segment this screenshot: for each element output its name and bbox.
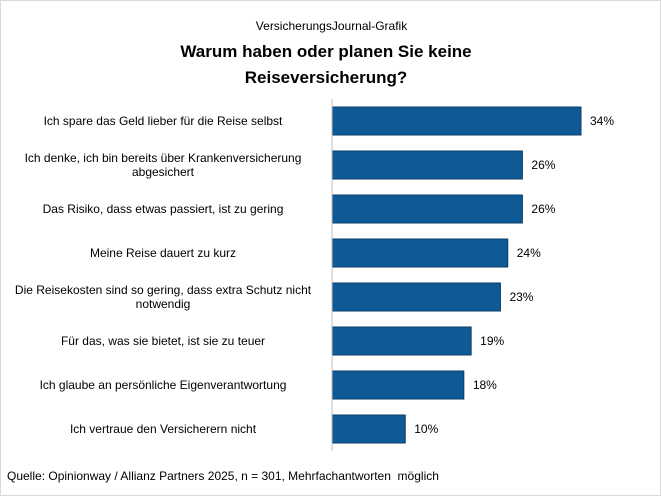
bar-7 <box>331 370 465 400</box>
value-label-5: 23% <box>509 290 533 304</box>
value-label-3: 26% <box>531 202 555 216</box>
bar-6 <box>331 326 472 356</box>
category-label-3: Das Risiko, dass etwas passiert, ist zu … <box>42 202 284 216</box>
bar-2 <box>331 150 523 180</box>
bar-3 <box>331 194 523 224</box>
value-label-8: 10% <box>414 422 438 436</box>
category-label-5: Die Reisekosten sind so gering, dass ext… <box>14 283 312 311</box>
bar-4 <box>331 238 509 268</box>
value-label-2: 26% <box>531 158 555 172</box>
chart-title-line-1: Warum haben oder planen Sie keine <box>180 42 472 61</box>
value-label-7: 18% <box>473 378 497 392</box>
bar-5 <box>331 282 501 312</box>
category-label-2: Ich denke, ich bin bereits über Krankenv… <box>24 151 302 179</box>
chart-credit: VersicherungsJournal-Grafik <box>255 19 408 33</box>
chart-title: Warum haben oder planen Sie keine Reisev… <box>61 39 591 91</box>
category-label-7: Ich glaube an persönliche Eigenverantwor… <box>39 378 287 392</box>
bar-8 <box>331 414 406 444</box>
category-label-1: Ich spare das Geld lieber für die Reise … <box>43 114 283 128</box>
value-label-4: 24% <box>517 246 541 260</box>
category-label-8: Ich vertraue den Versicherern nicht <box>69 422 257 436</box>
bar-1 <box>331 106 582 136</box>
chart-source-note: Quelle: Opinionway / Allianz Partners 20… <box>7 469 439 483</box>
value-label-1: 34% <box>590 114 614 128</box>
chart-title-line-2: Reiseversicherung? <box>244 68 408 87</box>
category-label-6: Für das, was sie bietet, ist sie zu teue… <box>60 334 266 348</box>
category-label-4: Meine Reise dauert zu kurz <box>89 246 237 260</box>
value-label-6: 19% <box>480 334 504 348</box>
